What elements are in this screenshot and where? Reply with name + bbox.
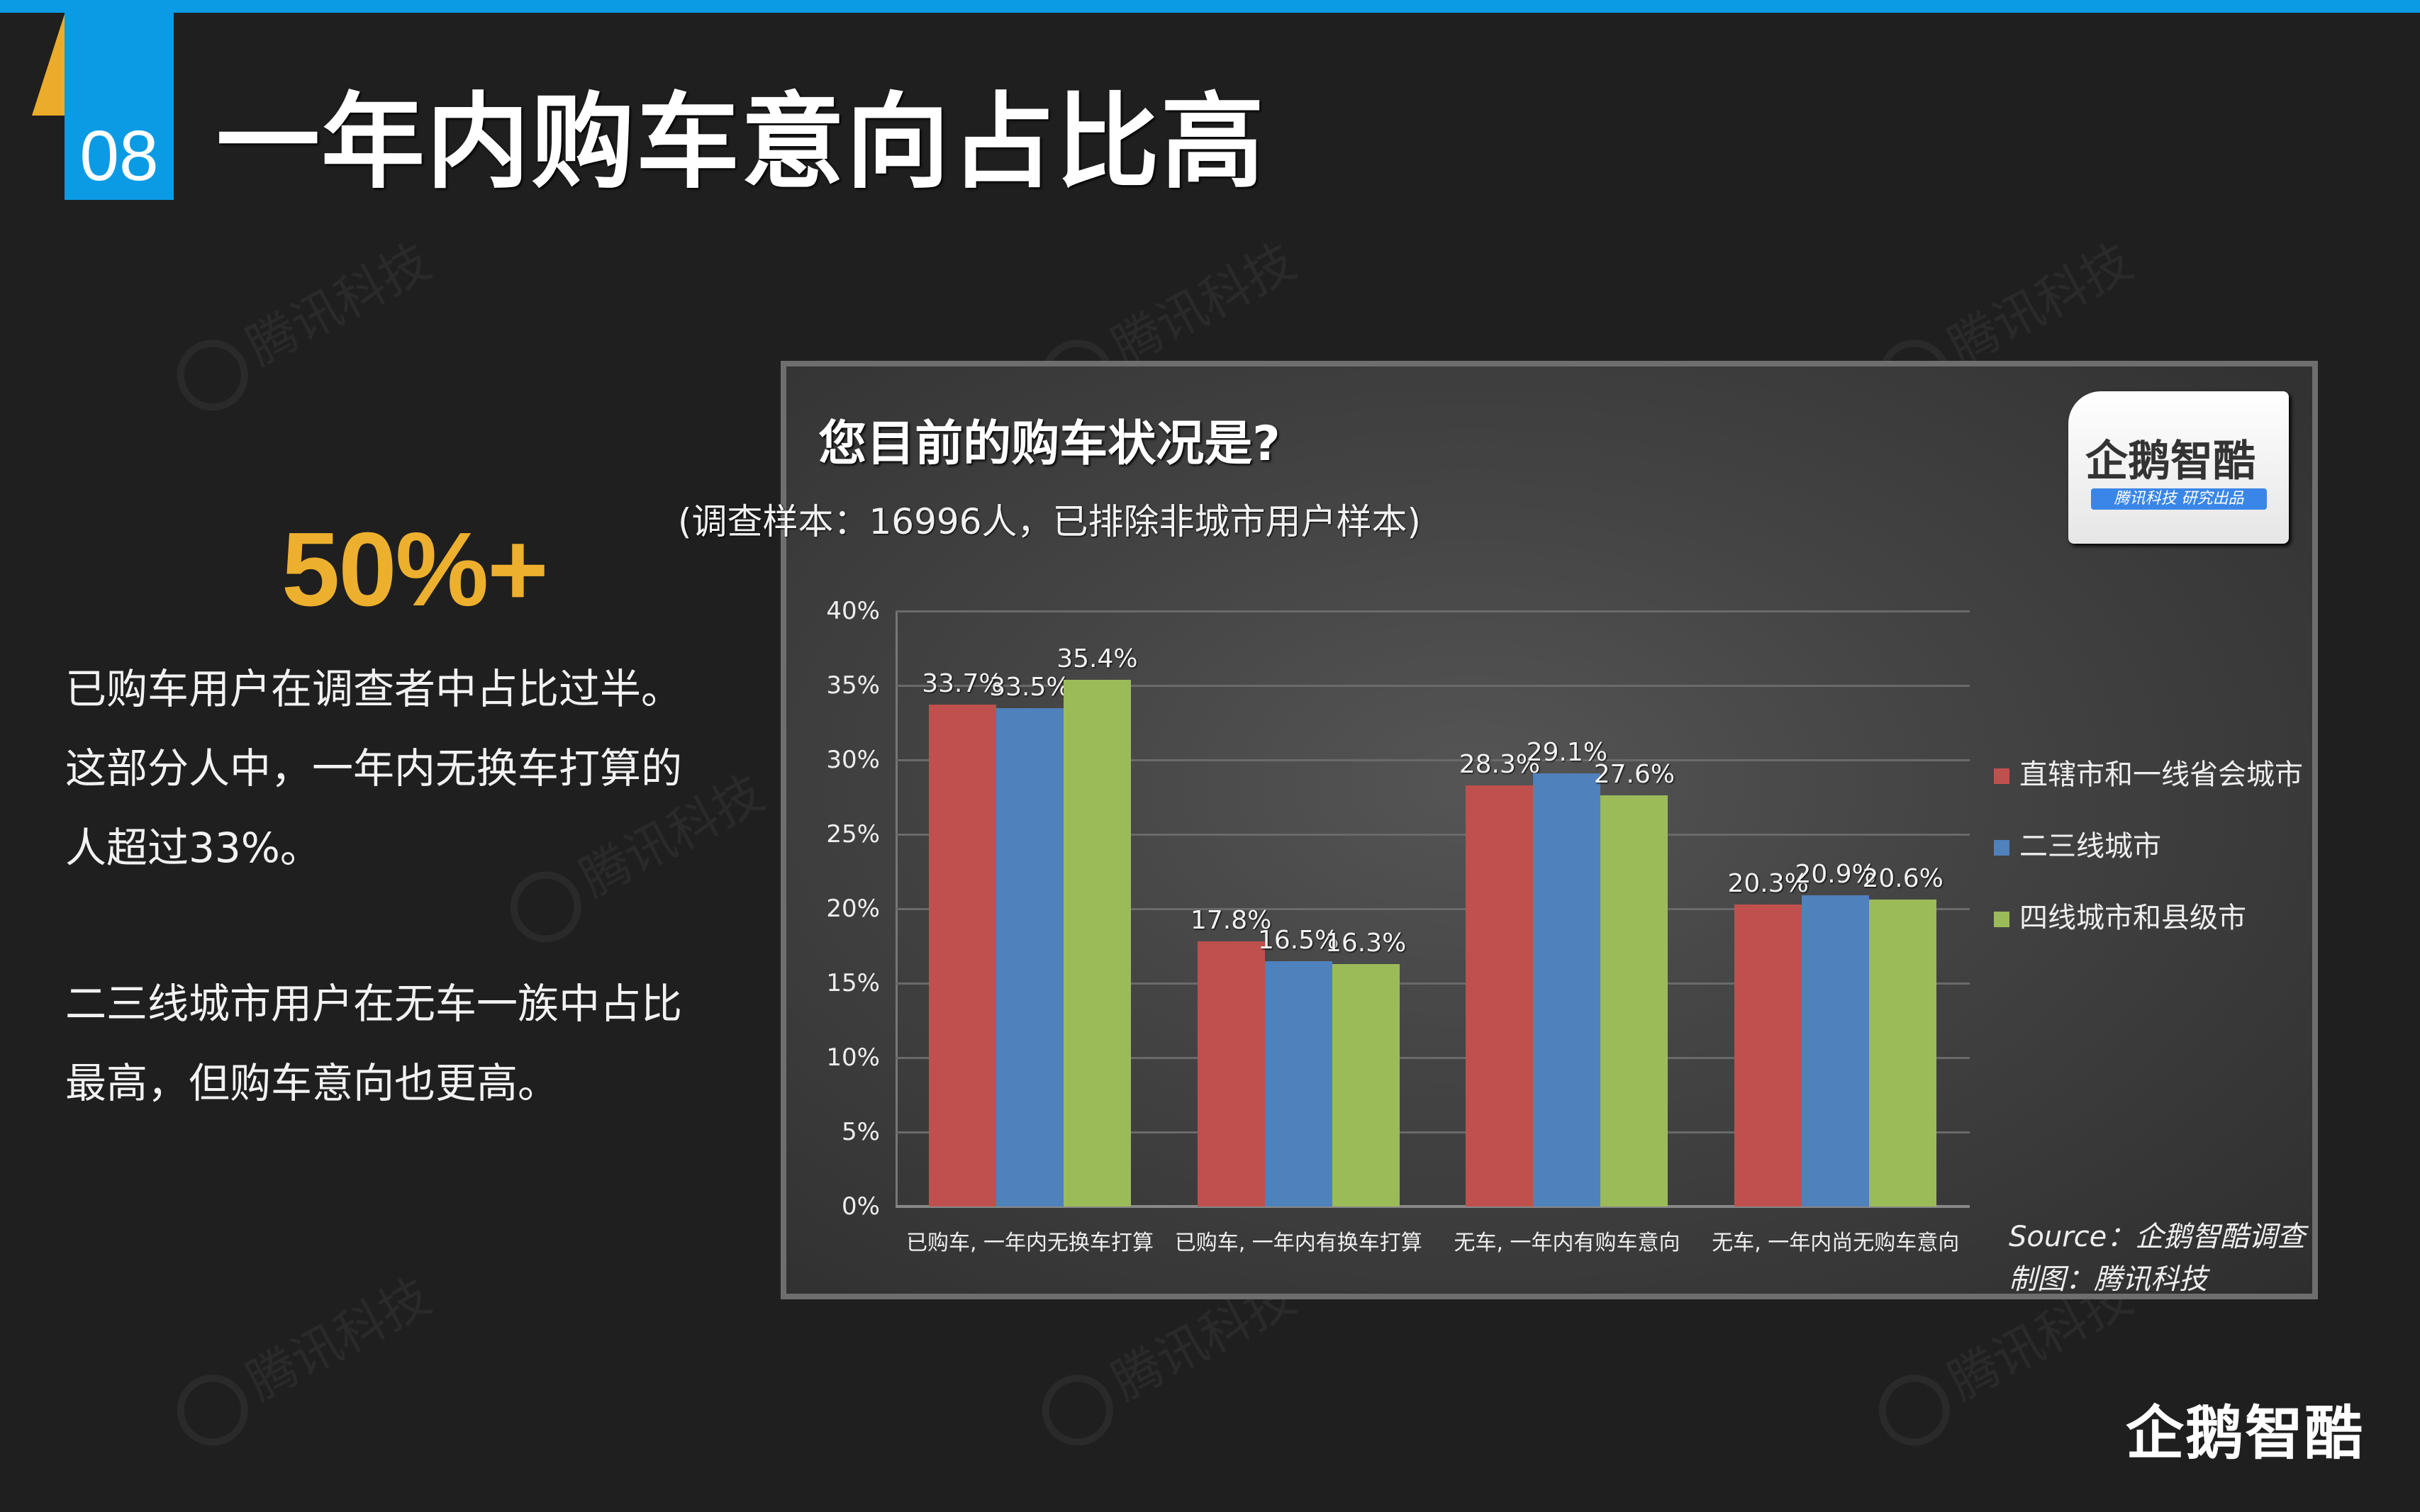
watermark: 腾讯科技: [161, 1258, 445, 1458]
plot-area: 0% 5% 10% 15% 20% 25% 30% 35% 40% 33.7% 33.5% 35.4%…: [826, 597, 1970, 1221]
yellow-accent-triangle: [32, 14, 65, 116]
legend-swatch: [1994, 912, 2009, 927]
y-tick-label: 20%: [826, 895, 880, 923]
paragraph-line: 已购车用户在调查者中占比过半。: [65, 665, 683, 713]
page-title: 一年内购车意向占比高: [216, 82, 1266, 203]
made-by-note: 制图：腾讯科技: [2009, 1263, 2207, 1296]
bar: [1734, 904, 1802, 1206]
data-label: 27.6%: [1593, 760, 1675, 790]
bar: [1533, 773, 1601, 1206]
watermark: 腾讯科技: [161, 223, 445, 423]
data-label: 16.5%: [1257, 925, 1339, 955]
data-label: 28.3%: [1459, 749, 1541, 779]
paragraph-line: 人超过33%。: [65, 824, 321, 872]
bar: [1802, 895, 1870, 1206]
bar: [1466, 785, 1534, 1206]
legend-item: 四线城市和县级市: [1994, 895, 2246, 936]
legend-item: 二三线城市: [1994, 823, 2161, 864]
data-label: 20.6%: [1862, 864, 1944, 894]
section-number-badge: 08: [65, 0, 174, 200]
gridline: [896, 610, 1970, 612]
bar: [1332, 963, 1400, 1206]
footer-logo: 企鹅智酷: [2126, 1400, 2365, 1467]
bar: [1264, 961, 1332, 1206]
brand-tagline: 腾讯科技 研究出品: [2091, 488, 2267, 510]
gridline: [896, 834, 1970, 836]
x-axis: [896, 1205, 1970, 1208]
legend-swatch: [1994, 840, 2009, 856]
y-tick-label: 35%: [826, 671, 880, 700]
chart-subtitle: (调查样本：16996人，已排除非城市用户样本): [677, 501, 1422, 542]
gridline: [896, 1131, 1970, 1133]
y-tick-label: 0%: [842, 1192, 880, 1221]
gridline: [896, 759, 1970, 761]
bar: [1600, 795, 1668, 1206]
category-label: 无车, 一年内尚无购车意向: [1712, 1231, 1960, 1255]
bar: [1869, 900, 1937, 1206]
paragraph-line: 这部分人中，一年内无换车打算的: [65, 744, 683, 793]
top-accent-bar: [0, 0, 2420, 13]
gridline: [896, 982, 1970, 985]
brand-name: 企鹅智酷: [2085, 437, 2255, 486]
bar: [1197, 941, 1265, 1206]
y-tick-label: 15%: [826, 969, 880, 997]
legend-label: 二三线城市: [2019, 830, 2161, 863]
bar: [996, 707, 1064, 1206]
legend-label: 四线城市和县级市: [2019, 902, 2246, 934]
paragraph-line: 二三线城市用户在无车一族中占比: [65, 980, 683, 1028]
gridline: [896, 685, 1970, 687]
chart-title: 您目前的购车状况是?: [818, 416, 1281, 472]
data-label: 17.8%: [1190, 906, 1272, 936]
category-label: 已购车, 一年内有换车打算: [1174, 1231, 1422, 1255]
brand-logo-badge: 企鹅智酷 腾讯科技 研究出品: [2068, 391, 2289, 544]
data-label: 20.9%: [1795, 860, 1876, 890]
data-label: 35.4%: [1056, 644, 1138, 673]
y-tick-label: 40%: [826, 597, 880, 625]
bar: [1063, 679, 1131, 1206]
section-number: 08: [79, 116, 159, 196]
legend-label: 直辖市和一线省会城市: [2019, 758, 2303, 791]
data-label: 20.3%: [1727, 868, 1809, 898]
legend-swatch: [1994, 768, 2009, 784]
headline-stat: 50%+: [281, 511, 549, 628]
legend-item: 直辖市和一线省会城市: [1994, 751, 2303, 793]
bar: [928, 705, 996, 1206]
y-tick-label: 10%: [826, 1043, 880, 1072]
gridline: [896, 1057, 1970, 1059]
data-label: 16.3%: [1325, 928, 1407, 958]
data-label: 33.7%: [922, 669, 1003, 699]
data-label: 29.1%: [1526, 737, 1608, 767]
y-tick-label: 30%: [826, 746, 880, 774]
data-label: 33.5%: [989, 672, 1071, 702]
source-note: Source：企鹅智酷调查: [2009, 1221, 2306, 1253]
paragraph-line: 最高，但购车意向也更高。: [65, 1059, 559, 1107]
y-tick-label: 5%: [842, 1118, 880, 1146]
gridline: [896, 908, 1970, 910]
category-label: 无车, 一年内有购车意向: [1454, 1231, 1680, 1255]
y-tick-label: 25%: [826, 820, 880, 849]
category-label: 已购车, 一年内无换车打算: [905, 1231, 1154, 1255]
